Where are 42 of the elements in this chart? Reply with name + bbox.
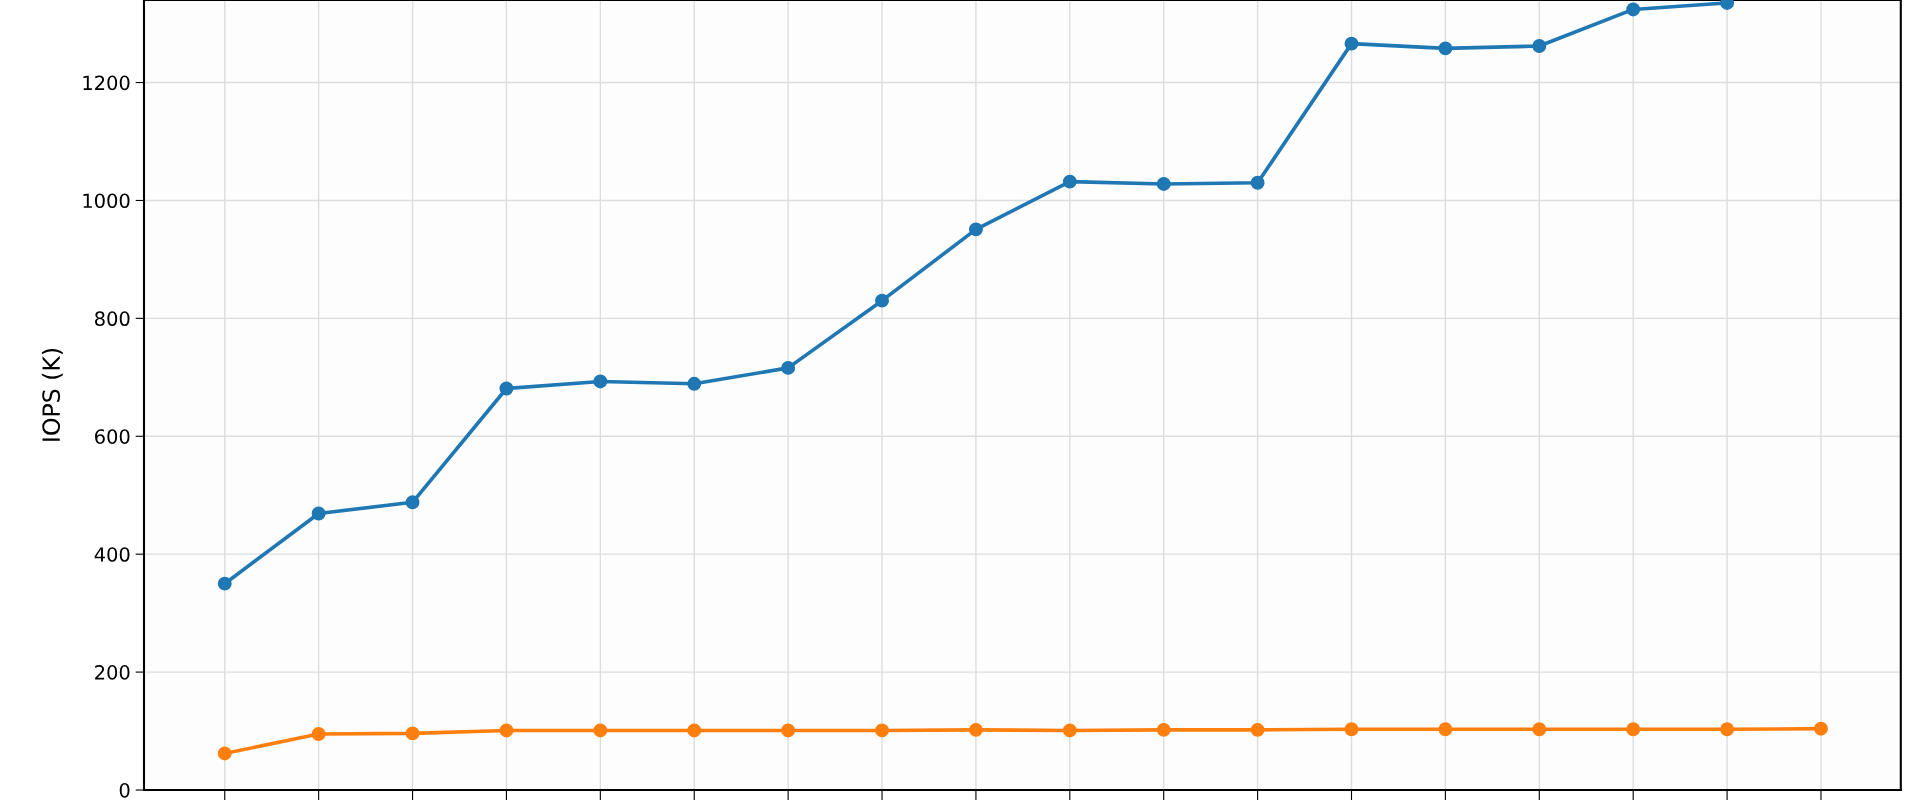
point [875, 723, 889, 738]
point [405, 495, 420, 510]
y-tick-label: 200 [95, 665, 130, 680]
point [1532, 722, 1547, 737]
point [1438, 41, 1453, 56]
point [405, 726, 420, 741]
point [1626, 2, 1641, 17]
point [968, 722, 983, 737]
point [1344, 36, 1359, 51]
point [1438, 722, 1453, 737]
point [968, 222, 983, 237]
point [217, 576, 232, 591]
point [593, 374, 608, 389]
point [311, 727, 326, 741]
y-tick-label: 1000 [83, 193, 130, 209]
point [1344, 722, 1359, 737]
y-axis-title: IOPS (K) [41, 348, 63, 441]
point [593, 723, 608, 738]
point [687, 723, 702, 738]
point [781, 360, 796, 375]
y-tick-label: 800 [95, 311, 130, 327]
point [217, 746, 232, 761]
point [1062, 174, 1077, 189]
point [499, 381, 514, 396]
y-tick-label: 600 [95, 429, 130, 444]
y-tick-label: 400 [94, 547, 130, 562]
point [687, 376, 702, 391]
point [1720, 722, 1735, 737]
y-tick-label: 0 [119, 782, 130, 798]
point [499, 723, 514, 738]
point [781, 723, 796, 738]
point [1250, 175, 1265, 190]
point [311, 506, 326, 521]
point [1626, 722, 1641, 737]
y-tick-label: 1200 [83, 75, 130, 91]
point [1062, 723, 1077, 738]
point [1814, 721, 1828, 736]
point [1250, 722, 1265, 737]
point [1156, 722, 1171, 737]
point [1532, 39, 1547, 53]
point [875, 293, 889, 308]
point [1156, 176, 1171, 191]
